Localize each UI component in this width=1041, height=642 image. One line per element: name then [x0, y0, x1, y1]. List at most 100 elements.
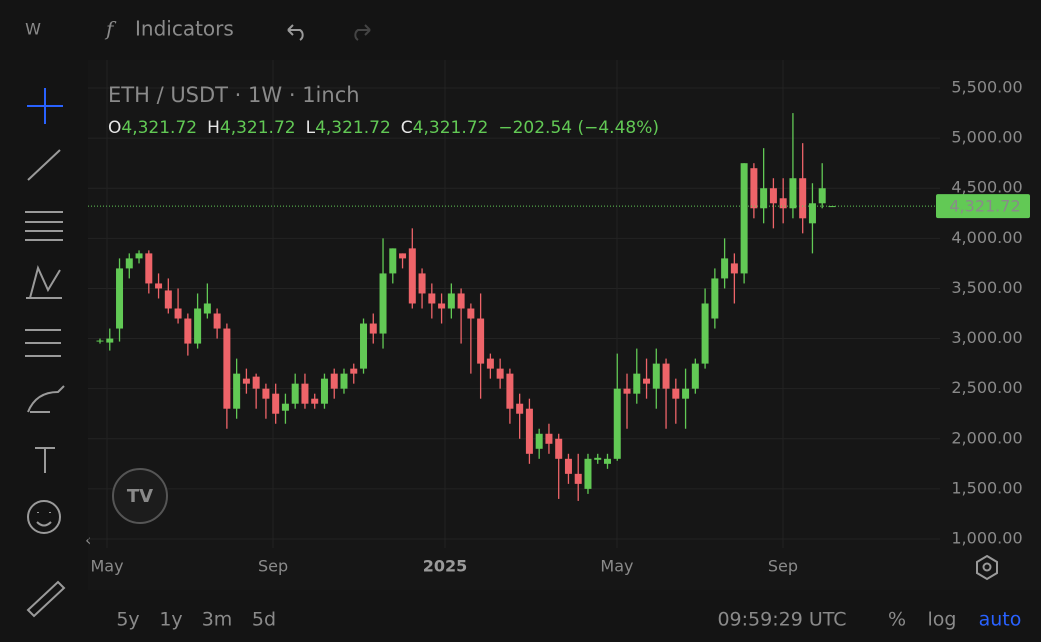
chart-title: ETH / USDT · 1W · 1inch: [108, 83, 360, 107]
candle-body: [389, 248, 397, 274]
candle-body: [467, 308, 475, 319]
candle-body: [564, 458, 572, 474]
candle-body: [174, 308, 182, 319]
candle-body: [701, 303, 709, 364]
candle-body: [340, 373, 348, 389]
candle-body: [457, 293, 465, 309]
auto-button[interactable]: auto: [979, 609, 1022, 631]
brush-tool[interactable]: [27, 385, 65, 413]
candle-body: [330, 373, 338, 389]
y-tick-label: 5,000.00: [951, 128, 1022, 147]
interval-button[interactable]: W: [25, 20, 41, 39]
candle-body: [769, 188, 777, 204]
candle-body: [662, 363, 670, 389]
candle-body: [135, 253, 143, 259]
ohlc-label: L: [306, 118, 316, 138]
y-tick-label: 4,500.00: [951, 178, 1022, 197]
collapse-arrow[interactable]: ‹: [85, 531, 91, 550]
candle-body: [535, 433, 543, 449]
ohlc-value: 4,321.72: [121, 118, 197, 138]
candle-body: [799, 178, 807, 219]
bottom-bar: 5y 1y 3m 5d 09:59:29 UTC% log auto: [116, 609, 1021, 631]
candle-body: [252, 376, 260, 389]
candle-body: [399, 253, 407, 259]
candle-body: [438, 303, 446, 309]
candle-body: [496, 368, 504, 379]
ohlc-legend: O4,321.72 H4,321.72 L4,321.72 C4,321.72 −202…: [108, 118, 659, 138]
ohlc-change: −202.54 (−4.48%): [498, 118, 659, 138]
candle-body: [194, 308, 202, 344]
y-tick-label: 3,500.00: [951, 278, 1022, 297]
log-button[interactable]: log: [928, 609, 957, 631]
logo[interactable]: [112, 468, 168, 524]
ohlc-label: H: [207, 118, 220, 138]
range-button[interactable]: 5d: [252, 609, 276, 631]
range-button[interactable]: 3m: [202, 609, 233, 631]
candle-body: [760, 188, 768, 209]
candle-body: [291, 383, 299, 404]
settings-dot: [982, 562, 992, 572]
candle-body: [643, 378, 651, 384]
ohlc-value: 4,321.72: [220, 118, 296, 138]
candle-body: [633, 373, 641, 394]
ohlc-label: C: [401, 118, 413, 138]
clock: 09:59:29 UTC: [717, 609, 846, 631]
candle-body: [96, 340, 104, 342]
y-tick-label: 5,500.00: [951, 78, 1022, 97]
measure-tool[interactable]: [25, 329, 61, 357]
ruler-tool[interactable]: [26, 580, 66, 618]
last-price-tag: [936, 194, 1030, 219]
candle-body: [545, 433, 553, 444]
candle-body: [369, 323, 377, 334]
candle-body: [125, 258, 133, 269]
candle-body: [818, 188, 826, 204]
candle-body: [721, 258, 729, 279]
y-tick-label: 3,000.00: [951, 328, 1022, 347]
candle-body: [486, 358, 494, 369]
plot: 1,000.00 1,500.00 2,000.00 2,500.00 3,000.00…: [88, 60, 1030, 576]
settings-icon[interactable]: [976, 554, 998, 581]
fib-tool[interactable]: [25, 211, 63, 241]
candle-body: [672, 388, 680, 399]
candle-body: [613, 388, 621, 459]
candle-body: [379, 273, 387, 334]
candle-body: [272, 393, 280, 414]
range-button[interactable]: 1y: [159, 609, 182, 631]
range-button[interactable]: 5y: [116, 609, 139, 631]
ohlc-value: 4,321.72: [413, 118, 489, 138]
ohlc-line: O4,321.72 H4,321.72 L4,321.72 C4,321.72 −202…: [108, 118, 659, 138]
candle-body: [350, 368, 358, 374]
candle-body: [213, 313, 221, 329]
emoji-tool[interactable]: [27, 500, 61, 534]
candle-body: [223, 328, 231, 409]
candle-body: [525, 408, 533, 454]
text-tool[interactable]: [35, 447, 55, 473]
trendline-tool[interactable]: [27, 149, 61, 181]
candle-body: [750, 168, 758, 209]
candle-body: [233, 373, 241, 409]
candle-body: [311, 398, 319, 404]
indicators-button[interactable]: Indicators: [135, 17, 234, 41]
candle-body: [516, 403, 524, 414]
candle-body: [203, 303, 211, 314]
candle-body: [555, 438, 563, 459]
pattern-tool[interactable]: [26, 265, 62, 299]
candle-body: [301, 383, 309, 404]
candle-body: [116, 268, 124, 329]
undo-icon[interactable]: [287, 24, 304, 41]
candle-body: [428, 293, 436, 304]
candle-body: [506, 373, 514, 409]
candle-body: [360, 323, 368, 369]
candle-body: [184, 318, 192, 344]
candle-body: [145, 253, 153, 284]
percent-button[interactable]: %: [888, 609, 906, 631]
crosshair-tool[interactable]: [27, 88, 63, 124]
emoji-face: [36, 512, 52, 527]
redo-icon[interactable]: [354, 24, 371, 41]
candle-body: [418, 273, 426, 294]
candle-body: [828, 206, 836, 208]
candle-body: [623, 388, 631, 394]
candle-body: [594, 457, 602, 460]
candle-body: [574, 473, 582, 484]
